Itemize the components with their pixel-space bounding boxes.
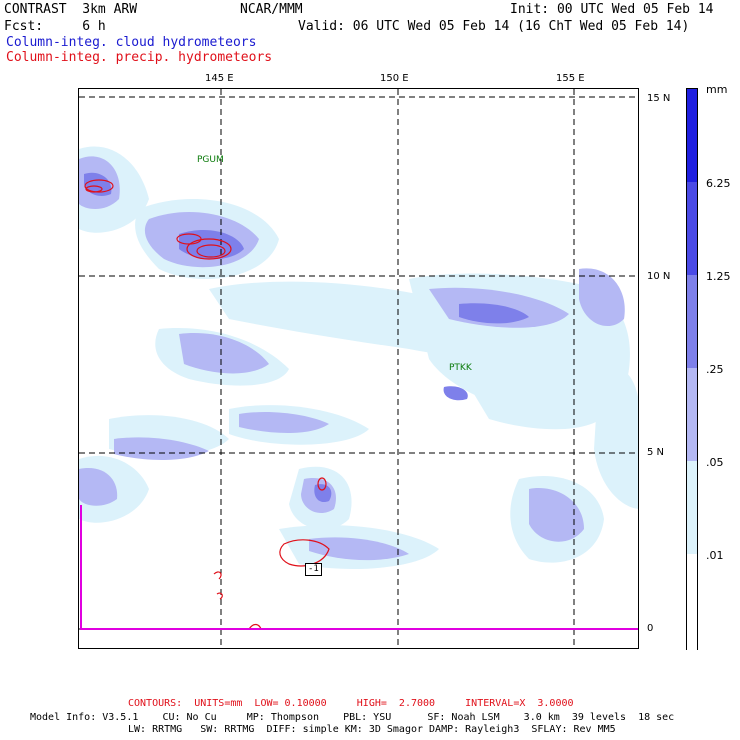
lon-label-150: 150 E [380,73,409,84]
field-precip-label: Column-integ. precip. hydrometeors [6,50,273,65]
valid-time: Valid: 06 UTC Wed 05 Feb 14 (16 ChT Wed … [298,19,690,34]
model-info-line-2: LW: RRTMG SW: RRTMG DIFF: simple KM: 3D … [128,724,616,735]
lat-label-0: 0 [647,623,654,634]
lat-label-5n: 5 N [647,447,665,458]
legend-label-1: 6.25 [706,177,731,190]
station-pgum: PGUM [197,155,224,165]
legend-unit: mm [706,83,728,96]
map-panel[interactable]: PGUM PTKK -1 [78,88,639,649]
legend-band-3 [687,275,697,368]
model-info-line-1: Model Info: V3.5.1 CU: No Cu MP: Thompso… [30,712,675,723]
legend-label-2: 1.25 [706,270,731,283]
map-svg [79,89,638,648]
lon-label-155: 155 E [556,73,585,84]
precip-contours [84,179,330,630]
legend-label-3: .25 [706,363,724,376]
legend-colorbar [686,88,698,651]
lon-label-145: 145 E [205,73,234,84]
legend-band-4 [687,368,697,461]
legend-label-4: .05 [706,456,724,469]
legend-label-5: .01 [706,549,724,562]
legend-band-6 [687,554,697,651]
legend-band-1 [687,89,697,182]
forecast-hour: Fcst: 6 h [4,19,106,34]
legend-band-5 [687,461,697,554]
organization-label: NCAR/MMM [240,2,303,17]
station-ptkk: PTKK [449,363,472,373]
init-time: Init: 00 UTC Wed 05 Feb 14 [510,2,714,17]
field-cloud-label: Column-integ. cloud hydrometeors [6,35,257,50]
contour-label: -1 [305,563,322,576]
lat-label-15n: 15 N [647,93,671,104]
legend-band-2 [687,182,697,275]
plot-title: CONTRAST 3km ARW [4,2,138,17]
contours-info: CONTOURS: UNITS=mm LOW= 0.10000 HIGH= 2.… [128,698,574,709]
lat-label-10n: 10 N [647,271,671,282]
domain-boundary [80,505,638,630]
